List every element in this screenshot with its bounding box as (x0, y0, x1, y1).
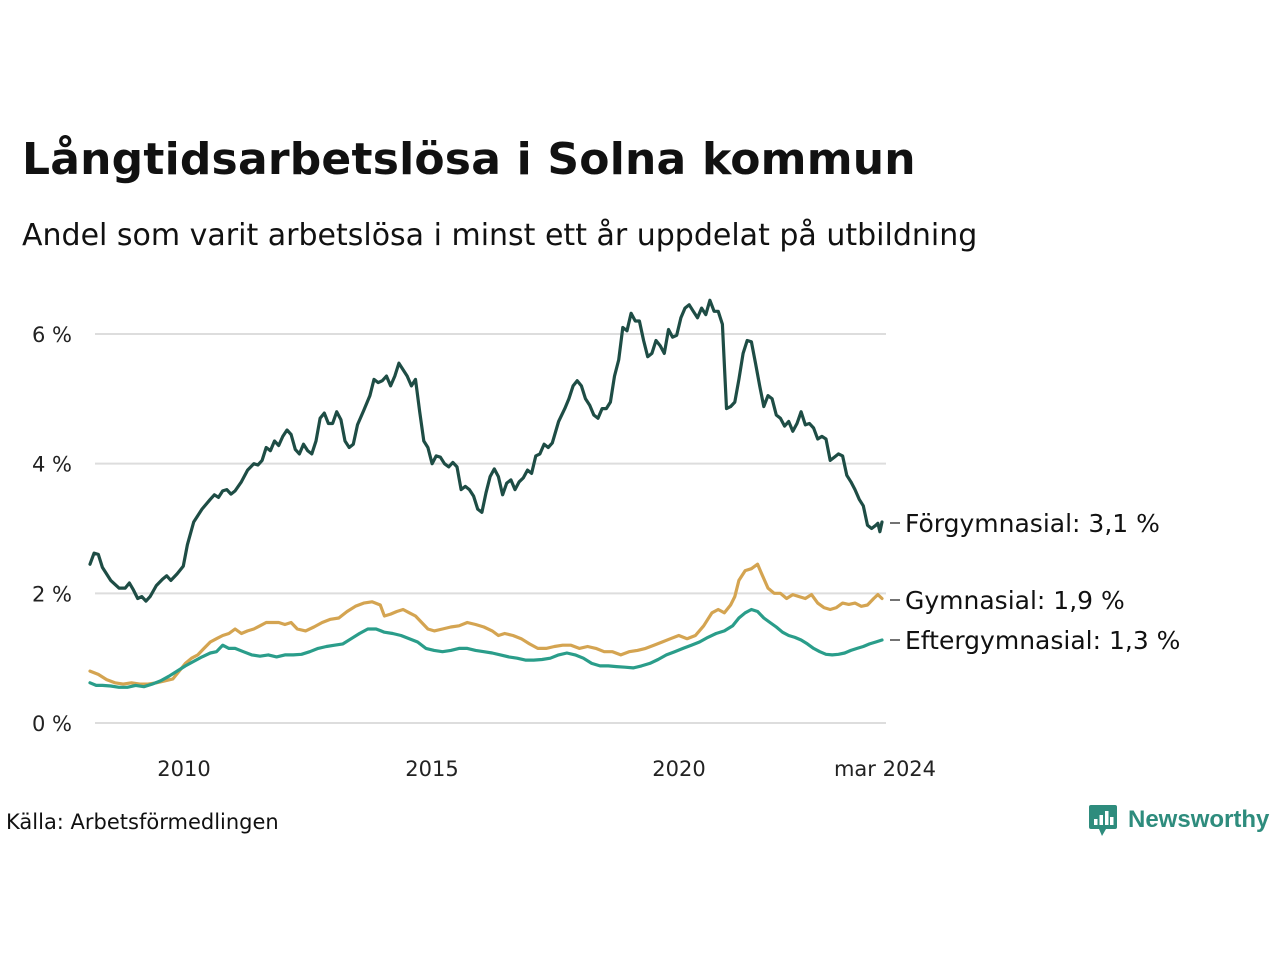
x-tick-label: mar 2024 (834, 757, 936, 781)
page-title: Långtidsarbetslösa i Solna kommun (22, 134, 916, 185)
newsworthy-logo-icon (1089, 805, 1117, 836)
series-line-gymnasial (88, 562, 884, 686)
brand-logo[interactable]: Newsworthy (1088, 803, 1269, 837)
series-line-eftergymnasial (88, 607, 884, 689)
x-tick-label: 2020 (652, 757, 705, 781)
y-tick-label: 0 % (32, 712, 72, 736)
y-tick-label: 6 % (32, 323, 72, 347)
y-tick-label: 2 % (32, 582, 72, 606)
source-note: Källa: Arbetsförmedlingen (6, 810, 279, 834)
end-label-förgymnasial: Förgymnasial: 3,1 % (905, 509, 1160, 538)
brand-name: Newsworthy (1128, 806, 1270, 833)
end-label-gymnasial: Gymnasial: 1,9 % (905, 586, 1125, 615)
page-subtitle: Andel som varit arbetslösa i minst ett å… (22, 218, 978, 253)
x-tick-label: 2010 (157, 757, 210, 781)
x-tick-label: 2015 (405, 757, 458, 781)
y-tick-label: 4 % (32, 453, 72, 477)
end-label-eftergymnasial: Eftergymnasial: 1,3 % (905, 626, 1180, 655)
series-line-förgymnasial (88, 298, 884, 603)
